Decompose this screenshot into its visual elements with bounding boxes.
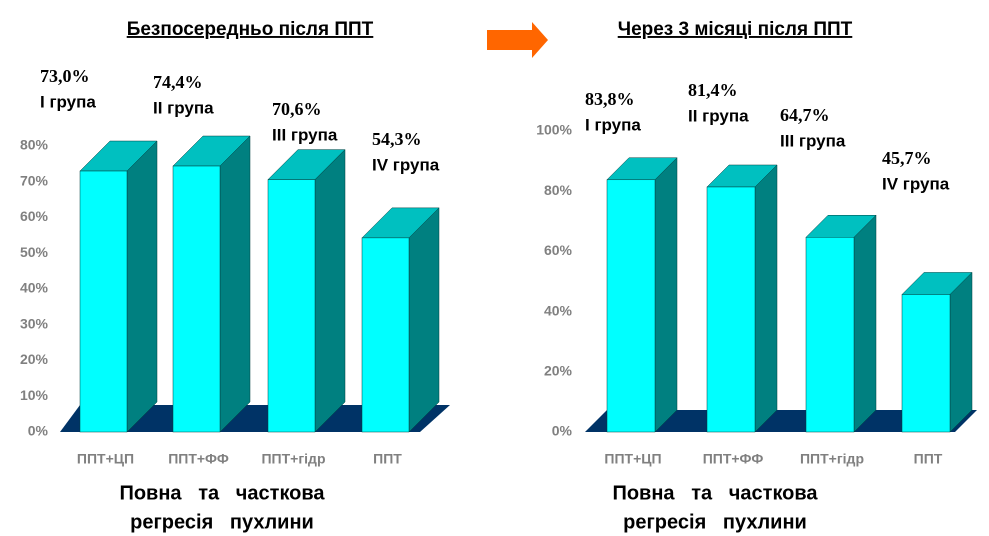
x-tick-label: ППТ+ФФ [168, 451, 229, 467]
y-tick-label: 60% [20, 208, 49, 224]
bar-side [754, 164, 778, 433]
y-tick-label: 40% [20, 280, 49, 296]
value-label: 83,8% [585, 89, 635, 109]
value-label: 64,7% [780, 105, 830, 125]
y-tick-label: 30% [20, 315, 49, 331]
x-tick-label: ППТ [373, 451, 402, 467]
value-label: 73,0% [40, 66, 90, 86]
axis-label: Повна та часткова [612, 482, 818, 504]
y-tick-label: 70% [20, 172, 49, 188]
bar [361, 237, 410, 433]
bar [805, 237, 855, 433]
bar [79, 170, 128, 433]
value-label: 81,4% [688, 80, 738, 100]
bar-side [314, 149, 346, 433]
value-label: 45,7% [882, 148, 932, 168]
y-tick-label: 0% [552, 423, 573, 439]
bar [901, 294, 951, 433]
chart-title: Безпосередньо після ППТ [127, 19, 374, 40]
x-tick-label: ППТ [914, 451, 943, 467]
bar-side [408, 207, 440, 433]
y-tick-label: 20% [20, 351, 49, 367]
chart-title: Через 3 місяці після ППТ [618, 19, 853, 40]
y-tick-label: 0% [28, 423, 49, 439]
group-label: ІІІ група [272, 125, 338, 144]
y-tick-label: 80% [20, 137, 49, 153]
group-label: І група [40, 92, 96, 111]
group-label: IV група [882, 174, 950, 193]
group-label: ІІ група [153, 98, 214, 117]
bar-side [654, 157, 678, 433]
bar-side [949, 271, 973, 433]
group-label: IV група [372, 155, 440, 174]
group-label: ІІІ група [780, 131, 846, 150]
value-label: 70,6% [272, 99, 322, 119]
floor [60, 405, 450, 432]
group-label: ІІ група [688, 106, 749, 125]
y-tick-label: 40% [544, 302, 573, 318]
y-tick-label: 20% [544, 363, 573, 379]
y-tick-label: 50% [20, 244, 49, 260]
y-tick-label: 60% [544, 242, 573, 258]
x-tick-label: ППТ+гідр [261, 451, 325, 467]
value-label: 54,3% [372, 129, 422, 149]
axis-label: регресія пухлини [130, 511, 314, 533]
x-tick-label: ППТ+ЦП [77, 451, 134, 467]
arrow [487, 22, 548, 58]
x-tick-label: ППТ+гідр [800, 451, 864, 467]
value-label: 74,4% [153, 72, 203, 92]
axis-label: регресія пухлини [623, 511, 807, 533]
bar-side [126, 140, 158, 433]
bar-side [853, 214, 877, 433]
group-label: І група [585, 115, 641, 134]
bar [606, 179, 656, 433]
axis-label: Повна та часткова [119, 482, 325, 504]
bar-side [219, 135, 251, 433]
x-tick-label: ППТ+ЦП [604, 451, 661, 467]
y-tick-label: 100% [536, 122, 572, 138]
bar [172, 165, 221, 433]
y-tick-label: 10% [20, 387, 49, 403]
y-tick-label: 80% [544, 182, 573, 198]
bar [267, 179, 316, 433]
x-tick-label: ППТ+ФФ [703, 451, 764, 467]
bar [706, 186, 756, 433]
floor [585, 410, 977, 432]
